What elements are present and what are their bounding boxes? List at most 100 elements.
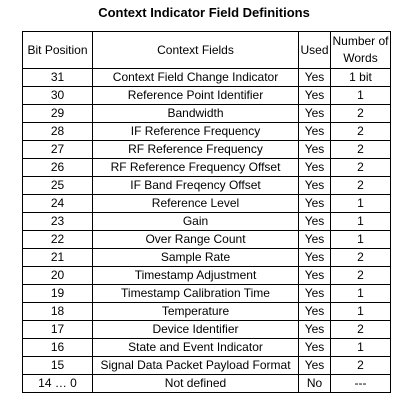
cell-context-field: RF Reference Frequency [92, 140, 299, 159]
table-row: 16 State and Event Indicator Yes 1 [22, 338, 391, 357]
header-number-of-words-line1: Number of [332, 34, 389, 48]
cell-context-field: IF Band Freqency Offset [92, 176, 299, 195]
cell-used: Yes [298, 284, 331, 303]
cell-used: Yes [298, 266, 331, 285]
header-context-fields: Context Fields [92, 31, 299, 69]
cell-bit-position: 19 [22, 284, 93, 303]
header-number-of-words-line2: Words [343, 51, 378, 65]
table-row: 14 … 0 Not defined No --- [22, 374, 391, 393]
cell-context-field: Signal Data Packet Payload Format [92, 356, 299, 375]
table-row: 23 Gain Yes 1 [22, 212, 391, 231]
table-body: 31 Context Field Change Indicator Yes 1 bit… [22, 68, 391, 393]
cell-bit-position: 22 [22, 230, 93, 249]
table-row: 17 Device Identifier Yes 2 [22, 320, 391, 339]
table-row: 21 Sample Rate Yes 2 [22, 248, 391, 267]
cell-number-of-words: 2 [330, 140, 391, 159]
header-row: Bit Position Context Fields Used Number … [22, 31, 391, 69]
table-row: 20 Timestamp Adjustment Yes 2 [22, 266, 391, 285]
cell-context-field: Device Identifier [92, 320, 299, 339]
table-row: 27 RF Reference Frequency Yes 2 [22, 140, 391, 159]
cell-bit-position: 26 [22, 158, 93, 177]
cell-used: Yes [298, 320, 331, 339]
cell-used: Yes [298, 248, 331, 267]
cell-number-of-words: 2 [330, 104, 391, 123]
cell-number-of-words: 1 [330, 338, 391, 357]
cell-context-field: Timestamp Adjustment [92, 266, 299, 285]
cell-number-of-words: 2 [330, 158, 391, 177]
cell-used: Yes [298, 230, 331, 249]
cell-bit-position: 29 [22, 104, 93, 123]
cell-bit-position: 27 [22, 140, 93, 159]
context-indicator-table: Bit Position Context Fields Used Number … [22, 31, 391, 393]
cell-context-field: Over Range Count [92, 230, 299, 249]
cell-context-field: Context Field Change Indicator [92, 68, 299, 87]
cell-number-of-words: 1 [330, 212, 391, 231]
header-bit-position: Bit Position [22, 31, 93, 69]
cell-context-field: Gain [92, 212, 299, 231]
cell-context-field: Reference Level [92, 194, 299, 213]
table-row: 18 Temperature Yes 1 [22, 302, 391, 321]
cell-context-field: RF Reference Frequency Offset [92, 158, 299, 177]
cell-context-field: State and Event Indicator [92, 338, 299, 357]
cell-used: Yes [298, 104, 331, 123]
table-row: 30 Reference Point Identifier Yes 1 [22, 86, 391, 105]
cell-context-field: Sample Rate [92, 248, 299, 267]
cell-number-of-words: 1 [330, 230, 391, 249]
table-row: 15 Signal Data Packet Payload Format Yes 2 [22, 356, 391, 375]
table-row: 19 Timestamp Calibration Time Yes 1 [22, 284, 391, 303]
cell-used: Yes [298, 194, 331, 213]
cell-number-of-words: 2 [330, 356, 391, 375]
cell-number-of-words: 2 [330, 176, 391, 195]
cell-context-field: IF Reference Frequency [92, 122, 299, 141]
table-row: 26 RF Reference Frequency Offset Yes 2 [22, 158, 391, 177]
cell-bit-position: 20 [22, 266, 93, 285]
cell-used: Yes [298, 68, 331, 87]
cell-context-field: Reference Point Identifier [92, 86, 299, 105]
cell-bit-position: 30 [22, 86, 93, 105]
cell-used: Yes [298, 140, 331, 159]
cell-bit-position: 16 [22, 338, 93, 357]
cell-used: Yes [298, 86, 331, 105]
table-row: 22 Over Range Count Yes 1 [22, 230, 391, 249]
cell-number-of-words: 1 [330, 302, 391, 321]
cell-bit-position: 25 [22, 176, 93, 195]
cell-used: Yes [298, 338, 331, 357]
table-row: 24 Reference Level Yes 1 [22, 194, 391, 213]
cell-used: Yes [298, 302, 331, 321]
table-row: 28 IF Reference Frequency Yes 2 [22, 122, 391, 141]
table-header: Bit Position Context Fields Used Number … [22, 31, 391, 69]
cell-used: Yes [298, 158, 331, 177]
cell-context-field: Bandwidth [92, 104, 299, 123]
table-row: 31 Context Field Change Indicator Yes 1 bit [22, 68, 391, 87]
cell-bit-position: 18 [22, 302, 93, 321]
header-number-of-words: Number of Words [330, 31, 391, 69]
cell-used: Yes [298, 212, 331, 231]
cell-number-of-words: 1 [330, 284, 391, 303]
cell-number-of-words: 2 [330, 248, 391, 267]
cell-context-field: Not defined [92, 374, 299, 393]
cell-number-of-words: 2 [330, 266, 391, 285]
table-row: 25 IF Band Freqency Offset Yes 2 [22, 176, 391, 195]
cell-number-of-words: 2 [330, 122, 391, 141]
header-used: Used [298, 31, 331, 69]
cell-bit-position: 17 [22, 320, 93, 339]
cell-used: No [298, 374, 331, 393]
cell-context-field: Timestamp Calibration Time [92, 284, 299, 303]
cell-context-field: Temperature [92, 302, 299, 321]
table-row: 29 Bandwidth Yes 2 [22, 104, 391, 123]
cell-number-of-words: --- [330, 374, 391, 393]
cell-number-of-words: 2 [330, 320, 391, 339]
table-title: Context Indicator Field Definitions [98, 5, 310, 20]
cell-bit-position: 31 [22, 68, 93, 87]
cell-bit-position: 23 [22, 212, 93, 231]
cell-number-of-words: 1 bit [330, 68, 391, 87]
cell-number-of-words: 1 [330, 86, 391, 105]
cell-used: Yes [298, 122, 331, 141]
cell-used: Yes [298, 176, 331, 195]
cell-bit-position: 21 [22, 248, 93, 267]
cell-number-of-words: 1 [330, 194, 391, 213]
cell-bit-position: 15 [22, 356, 93, 375]
cell-used: Yes [298, 356, 331, 375]
cell-bit-position: 14 … 0 [22, 374, 93, 393]
cell-bit-position: 28 [22, 122, 93, 141]
